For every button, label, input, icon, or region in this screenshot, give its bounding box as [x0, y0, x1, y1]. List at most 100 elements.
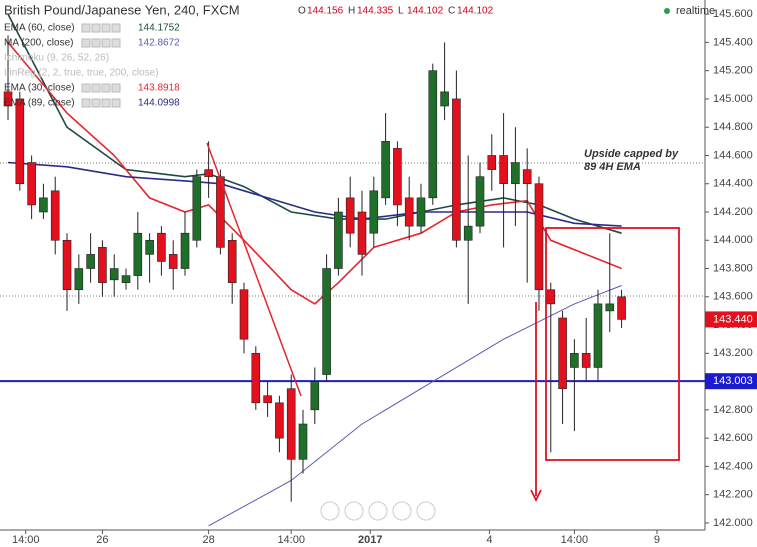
y-tick-label: 143.800	[713, 262, 753, 274]
scroll-left-button[interactable]	[320, 501, 340, 521]
study-icon	[91, 38, 101, 48]
study-icon	[91, 83, 101, 93]
candle-body	[62, 239, 72, 291]
study-icon	[111, 38, 121, 48]
candle-body	[310, 381, 320, 411]
study-icon	[91, 98, 101, 108]
candle-body	[239, 289, 249, 340]
candle-body	[27, 162, 36, 206]
reset-button[interactable]	[368, 501, 388, 521]
y-tick-label: 144.200	[713, 206, 753, 218]
study-icon	[111, 23, 121, 33]
x-tick-label: 14:00	[277, 534, 305, 546]
price-tag	[705, 311, 757, 328]
zoom-out-button[interactable]	[344, 501, 364, 521]
study-value: 144.0998	[138, 98, 180, 109]
y-tick-label: 142.200	[713, 489, 753, 501]
candle-body	[98, 247, 107, 283]
candle-body	[192, 176, 202, 241]
candle-body	[617, 296, 626, 320]
candle-body	[381, 141, 390, 199]
candle-body	[157, 232, 166, 262]
study-icon	[81, 83, 91, 93]
ohlc-value: 144.102	[407, 6, 444, 17]
annotation: Upside capped by	[584, 148, 679, 160]
y-tick-label: 145.400	[713, 36, 753, 48]
candle-body	[121, 275, 131, 283]
scroll-right-button[interactable]	[416, 501, 436, 521]
x-tick-label: 14:00	[12, 534, 40, 546]
study-icon	[91, 23, 101, 33]
y-tick-label: 145.000	[713, 93, 753, 105]
candle-body	[581, 353, 591, 368]
candle-body	[475, 176, 485, 227]
arrow-head	[530, 489, 542, 503]
y-tick-label: 144.000	[713, 234, 753, 246]
status-dot	[664, 8, 670, 14]
study-name: EMA (60, close)	[4, 23, 75, 34]
y-tick-label: 142.400	[713, 460, 753, 472]
candle-body	[74, 268, 84, 291]
x-tick-label: 26	[96, 534, 108, 546]
x-tick-label: 9	[654, 534, 660, 546]
candle-body	[605, 303, 615, 312]
candle-body	[227, 239, 237, 283]
study-value: 143.8918	[138, 83, 180, 94]
legend: British Pound/Japanese Yen, 240, FXCM O 14…	[4, 2, 494, 108]
y-tick-label: 142.000	[713, 517, 753, 529]
y-tick-label: 142.800	[713, 404, 753, 416]
indicator-line	[7, 13, 622, 234]
study-name: EMA (89, close)	[4, 98, 75, 109]
candle-body	[428, 70, 438, 199]
candle-body	[570, 353, 579, 368]
candle-body	[298, 423, 308, 460]
x-tick-label: 14:00	[561, 534, 589, 546]
candle-body	[15, 98, 25, 185]
study-icon	[101, 98, 111, 108]
candle-body	[180, 232, 190, 269]
candle-body	[263, 395, 272, 404]
nav-buttons	[320, 501, 436, 521]
status: realtime	[676, 5, 715, 17]
study-icon	[101, 83, 111, 93]
y-tick-label: 143.600	[713, 291, 753, 303]
price-tag-label: 143.440	[713, 313, 753, 325]
candle-body	[39, 197, 48, 213]
annotation: 89 4H EMA	[584, 161, 641, 173]
price-tag	[705, 373, 757, 390]
ohlc-label: H	[348, 6, 355, 17]
hidden-study-name: Ichimoku (9, 26, 52, 26)	[4, 53, 109, 64]
candle-body	[204, 169, 213, 177]
ohlc-value: 144.335	[357, 6, 394, 17]
candle-body	[593, 303, 603, 368]
candle-body	[251, 353, 261, 404]
candle-body	[133, 232, 143, 276]
candle-body	[499, 155, 508, 185]
study-icon	[101, 23, 111, 33]
candle-body	[3, 91, 13, 107]
ohlc-value: 144.156	[307, 6, 344, 17]
highlight-box	[545, 227, 680, 461]
candle-body	[369, 190, 379, 234]
hidden-study-name: LinReg (2, 2, true, true, 200, close)	[4, 68, 159, 79]
candle-body	[334, 211, 343, 269]
study-value: 144.1752	[138, 23, 180, 34]
study-value: 142.8672	[138, 38, 180, 49]
candle-body	[522, 169, 532, 185]
study-icon	[81, 38, 91, 48]
candle-body	[145, 239, 154, 255]
study-name: MA (200, close)	[4, 38, 73, 49]
candle-body	[393, 148, 402, 206]
y-tick-label: 145.200	[713, 65, 753, 77]
candle-body	[487, 155, 497, 170]
price-tag-label: 143.003	[713, 375, 753, 387]
candle-body	[463, 225, 473, 241]
plot-area	[0, 13, 705, 527]
candle-body	[86, 254, 95, 269]
study-icon	[111, 83, 121, 93]
candle-body	[546, 289, 556, 305]
x-tick-label: 4	[486, 534, 492, 546]
ohlc-label: L	[398, 6, 404, 17]
zoom-in-button[interactable]	[392, 501, 412, 521]
